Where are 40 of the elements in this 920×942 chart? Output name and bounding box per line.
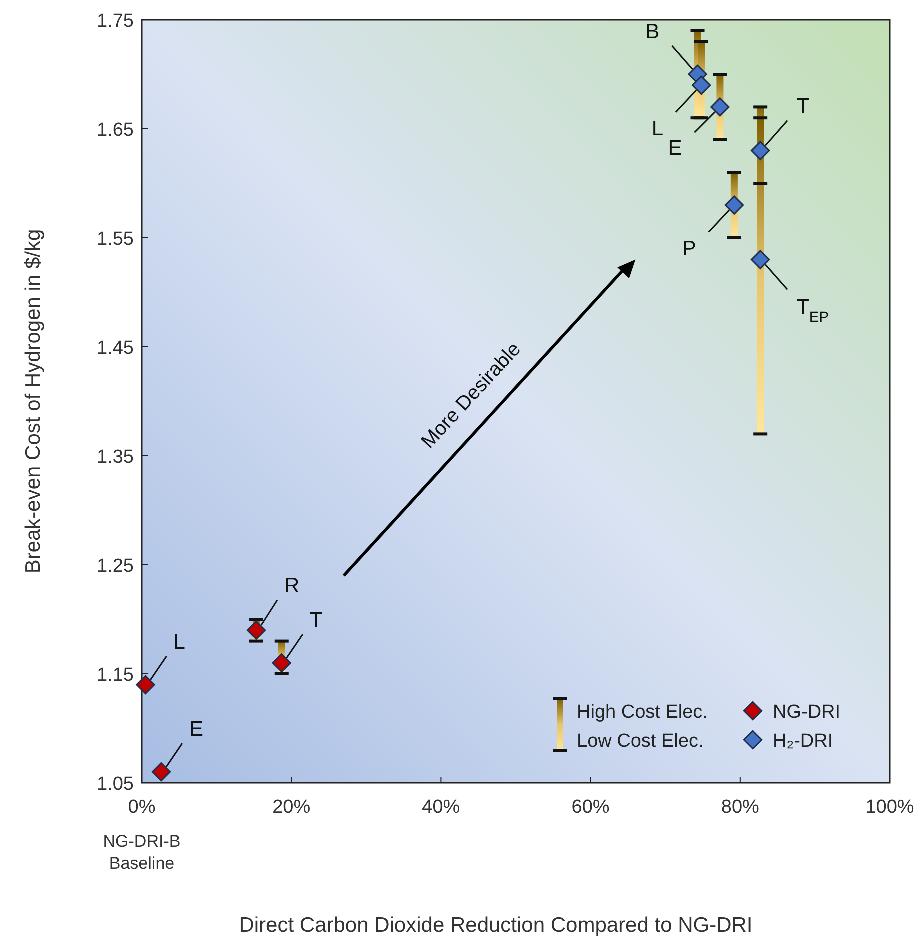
y-tick-label: 1.75 (97, 11, 134, 32)
y-tick-label: 1.55 (97, 229, 134, 250)
y-tick-label: 1.05 (97, 774, 134, 795)
annotation: E (668, 137, 682, 160)
x-tick-label: 0% (128, 797, 156, 818)
annotation: B (646, 20, 660, 44)
point (136, 675, 156, 695)
x-tick-label: 60% (572, 797, 610, 818)
annotation: T (796, 94, 810, 118)
y-tick-label: 1.45 (97, 338, 134, 359)
annotation: P (682, 237, 696, 260)
annotation: E (189, 718, 204, 742)
y-tick-label: 1.15 (97, 665, 134, 686)
annotation: R (284, 574, 300, 598)
x-tick-label: 40% (422, 797, 460, 818)
y-tick-label: 1.65 (97, 120, 134, 141)
point (710, 98, 730, 117)
point (750, 250, 770, 270)
point (750, 141, 770, 160)
x-tick-label: 80% (721, 797, 760, 818)
legend-label: NG-DRI (773, 702, 841, 723)
point (692, 76, 712, 96)
annotation: T$_{EP}$ (796, 296, 830, 326)
annotation: Low Cost Elec. (577, 731, 704, 752)
y-tick-label: 1.35 (97, 447, 134, 468)
x-axis-title: Direct Carbon Dioxide Reduction Compared to NG-DRI (239, 914, 753, 937)
text: NG-DRI-B Baseline (103, 832, 181, 873)
y-tick-label: 1.25 (97, 556, 134, 577)
x-tick-label: 100% (866, 797, 914, 818)
x-tick-label: 20% (272, 797, 311, 818)
point (152, 762, 172, 782)
point (272, 653, 292, 673)
point (246, 620, 266, 640)
legend-label: H₂-DRI (773, 731, 834, 752)
point (724, 196, 744, 215)
annotation: L (652, 117, 664, 140)
annotation: T (310, 609, 323, 632)
annotation: L (174, 630, 186, 654)
y-axis-title: Break-even Cost of Hydrogen in $/kg (22, 229, 45, 574)
annotation: High Cost Elec. (577, 702, 708, 723)
